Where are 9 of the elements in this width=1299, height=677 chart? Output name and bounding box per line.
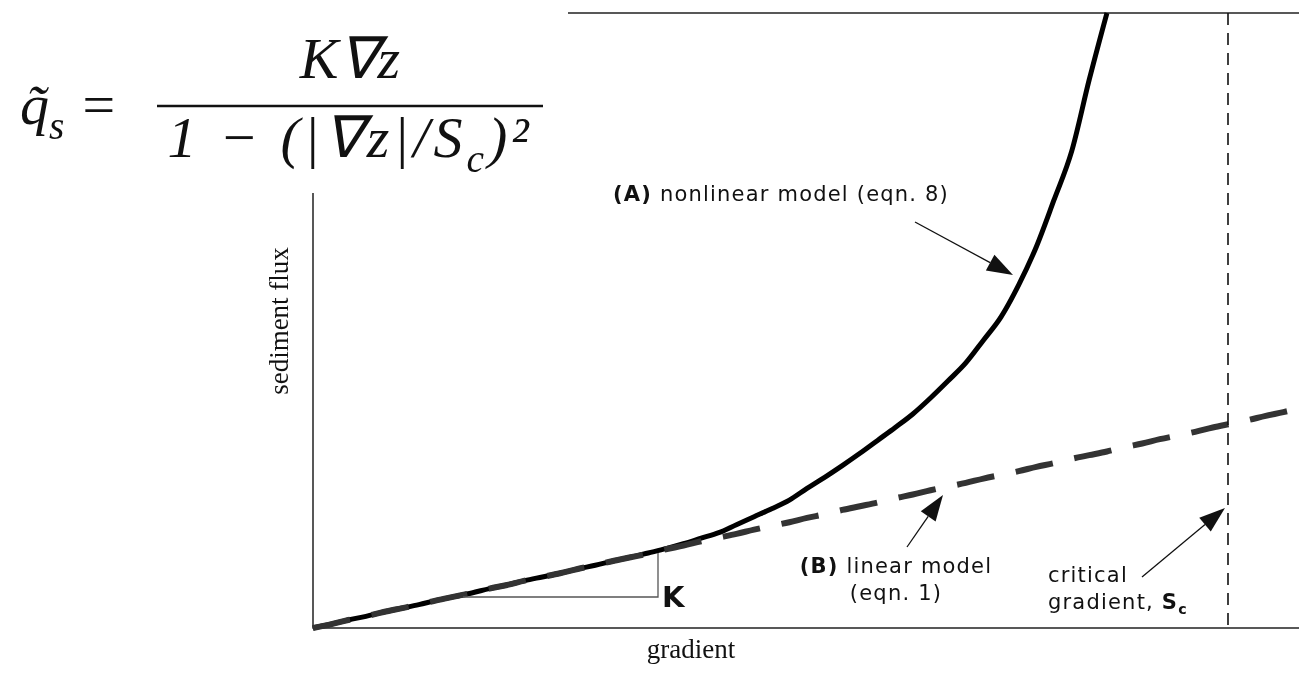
annotation: K bbox=[662, 580, 686, 614]
annotation: (A) nonlinear model (eqn. 8) bbox=[613, 182, 950, 206]
x-axis-title: gradient bbox=[646, 633, 736, 664]
y-axis-title: sediment flux bbox=[263, 246, 294, 395]
annotation: (B) linear model (eqn. 1) bbox=[799, 554, 993, 605]
annotation: 1 − (|∇z|/S$_{c}$)² bbox=[167, 105, 533, 181]
annotation: critical gradient, S$_{c}$ bbox=[1048, 563, 1188, 618]
text: q̃$_{s}$ = bbox=[20, 72, 118, 148]
annotation: K∇z bbox=[298, 26, 401, 91]
